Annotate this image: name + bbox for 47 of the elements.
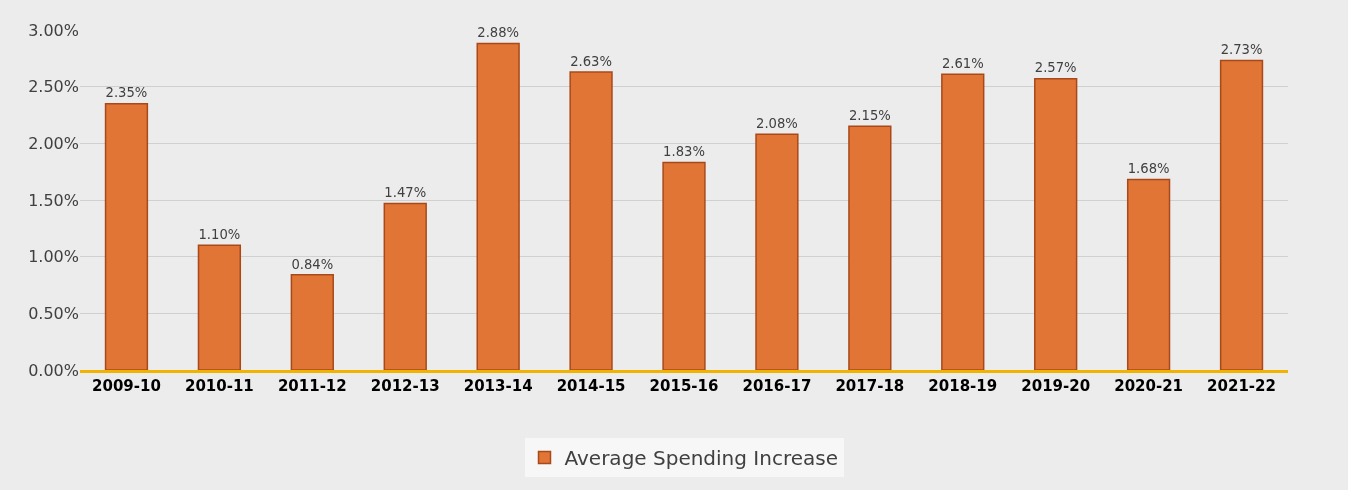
- data-label: 2.08%: [756, 115, 798, 131]
- x-tick-label: 2013-14: [463, 377, 533, 395]
- data-label: 0.84%: [291, 256, 334, 272]
- legend-label: Average Spending Increase: [564, 446, 838, 471]
- bar: [104, 102, 149, 370]
- data-label: 2.88%: [477, 25, 520, 41]
- bar: [383, 202, 427, 370]
- bar: [290, 274, 334, 370]
- x-tick-label: 2017-18: [835, 377, 905, 395]
- x-tick-label: 2012-13: [370, 377, 440, 395]
- data-label: 1.47%: [384, 185, 427, 201]
- x-tick-label: 2021-22: [1207, 377, 1276, 395]
- x-tick-label: 2010-11: [184, 377, 254, 395]
- bar: [197, 244, 242, 370]
- x-tick-label: 2011-12: [277, 377, 347, 395]
- data-label: 2.15%: [848, 108, 891, 124]
- y-tick-label: 0.00%: [28, 360, 79, 380]
- y-tick-label: 2.50%: [28, 77, 79, 97]
- y-tick-label: 3.00%: [28, 20, 79, 40]
- bar: [1126, 178, 1171, 370]
- bar: [1219, 59, 1264, 370]
- data-label: 1.68%: [1127, 161, 1170, 177]
- data-label: 1.10%: [198, 227, 241, 243]
- x-tick-label: 2019-20: [1021, 377, 1091, 395]
- x-tick-label: 2014-15: [556, 377, 626, 395]
- y-tick-label: 1.00%: [28, 247, 79, 267]
- bar: [1034, 77, 1078, 370]
- bar: [848, 125, 892, 370]
- data-label: 2.73%: [1220, 42, 1263, 58]
- y-tick-label: 0.50%: [28, 303, 79, 323]
- x-tick-label: 2020-21: [1114, 377, 1184, 395]
- data-label: 2.61%: [941, 55, 984, 71]
- bar: [662, 161, 706, 370]
- x-tick-label: 2009-10: [92, 377, 161, 395]
- bar: [941, 73, 985, 370]
- data-label: 2.57%: [1034, 60, 1077, 76]
- x-tick-label: 2018-19: [928, 377, 998, 395]
- bar: [476, 42, 520, 370]
- bar: [755, 133, 799, 370]
- bar: [569, 71, 613, 370]
- y-tick-label: 2.00%: [28, 133, 79, 153]
- x-tick-label: 2015-16: [649, 377, 719, 395]
- x-tick-label: 2016-17: [742, 377, 812, 395]
- data-label: 1.83%: [663, 144, 705, 160]
- y-tick-label: 1.50%: [28, 190, 79, 210]
- data-label: 2.35%: [105, 85, 148, 101]
- data-label: 2.63%: [570, 53, 612, 69]
